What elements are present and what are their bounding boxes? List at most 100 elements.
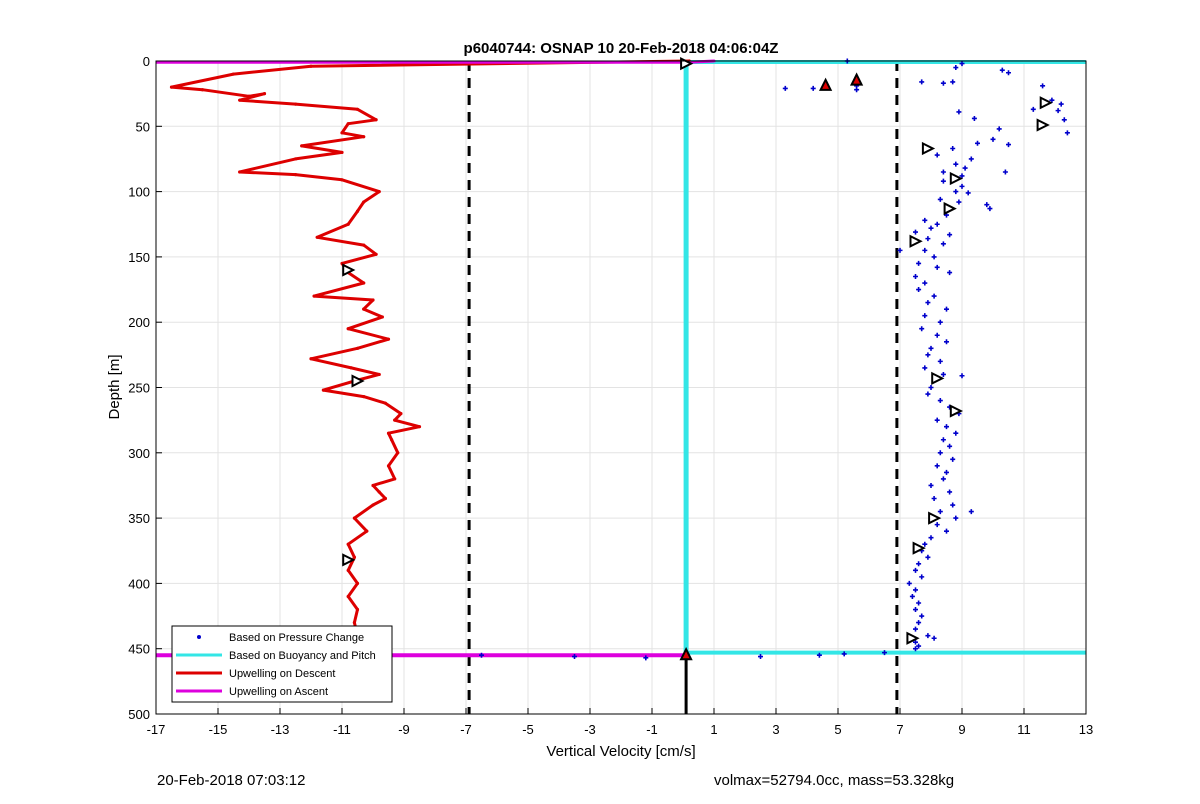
pressure-point bbox=[928, 535, 934, 541]
descent-point bbox=[169, 85, 174, 89]
pressure-point bbox=[479, 652, 484, 658]
y-tick-label: 200 bbox=[128, 315, 150, 330]
x-tick-label: 13 bbox=[1079, 722, 1093, 737]
pressure-point bbox=[1030, 106, 1036, 112]
x-tick-label: -9 bbox=[398, 722, 410, 737]
pressure-point bbox=[934, 463, 940, 469]
pressure-point bbox=[928, 345, 934, 351]
pressure-point bbox=[965, 190, 971, 196]
pressure-point bbox=[990, 136, 996, 142]
descent-point bbox=[386, 337, 391, 341]
pressure-point bbox=[940, 371, 946, 377]
pressure-point bbox=[947, 489, 953, 495]
descent-point bbox=[417, 425, 422, 429]
descent-point bbox=[293, 173, 298, 177]
y-tick-label: 400 bbox=[128, 576, 150, 591]
pressure-point bbox=[984, 202, 990, 208]
pressure-point bbox=[937, 509, 943, 515]
descent-point bbox=[238, 98, 242, 102]
pressure-point bbox=[987, 206, 993, 212]
descent-point bbox=[340, 178, 344, 182]
descent-point bbox=[346, 222, 350, 226]
descent-point bbox=[355, 581, 360, 586]
pressure-point bbox=[928, 385, 934, 390]
legend-box bbox=[171, 625, 393, 703]
descent-point bbox=[390, 438, 394, 442]
descent-point bbox=[346, 594, 350, 599]
pressure-point bbox=[959, 183, 965, 189]
descent-point bbox=[362, 243, 366, 247]
series-line-2 bbox=[170, 59, 690, 650]
pressure-point bbox=[950, 146, 956, 152]
descent-point bbox=[371, 503, 375, 507]
pressure-point bbox=[1061, 117, 1067, 123]
pressure-point bbox=[916, 260, 922, 266]
pressure-point bbox=[758, 654, 763, 660]
descent-point bbox=[383, 401, 387, 405]
pressure-point bbox=[944, 528, 949, 534]
pressure-point bbox=[953, 161, 959, 167]
pressure-point bbox=[925, 633, 931, 639]
pressure-point bbox=[922, 541, 928, 547]
descent-point bbox=[293, 157, 298, 161]
x-tick-label: 11 bbox=[1017, 722, 1031, 737]
pressure-point bbox=[916, 561, 922, 567]
pressure-point bbox=[816, 652, 822, 658]
pressure-point bbox=[1064, 130, 1070, 136]
descent-point bbox=[340, 150, 344, 155]
descent-point bbox=[315, 235, 319, 239]
descent-point bbox=[346, 122, 350, 126]
descent-point bbox=[393, 418, 397, 422]
pressure-point bbox=[913, 639, 918, 645]
pressure-point bbox=[940, 80, 946, 86]
triangle-marker bbox=[1039, 96, 1053, 110]
pressure-point bbox=[922, 217, 928, 223]
pressure-point bbox=[944, 306, 949, 312]
pressure-point bbox=[962, 165, 968, 171]
pressure-point bbox=[922, 313, 928, 319]
triangle-marker bbox=[909, 234, 923, 248]
marker-layer bbox=[342, 56, 1053, 661]
pressure-point bbox=[940, 178, 946, 184]
descent-point bbox=[362, 307, 366, 311]
descent-point bbox=[371, 298, 375, 302]
y-tick-label: 350 bbox=[128, 511, 150, 526]
descent-point bbox=[362, 200, 366, 204]
pressure-point bbox=[925, 391, 931, 397]
red-triangle-marker bbox=[849, 72, 864, 86]
descent-point bbox=[231, 72, 236, 76]
pressure-point bbox=[922, 280, 928, 286]
descent-point bbox=[383, 496, 387, 501]
descent-point bbox=[380, 315, 384, 319]
pressure-point bbox=[919, 613, 925, 619]
pressure-point bbox=[940, 476, 946, 482]
y-tick-label: 100 bbox=[128, 185, 150, 200]
pressure-point bbox=[934, 264, 940, 270]
pressure-point bbox=[953, 515, 959, 521]
pressure-point bbox=[940, 437, 946, 443]
x-tick-label: 1 bbox=[710, 722, 717, 737]
red-triangle-marker bbox=[818, 77, 833, 91]
descent-point bbox=[309, 64, 313, 68]
pressure-point bbox=[956, 199, 962, 205]
pressure-point bbox=[953, 430, 959, 436]
pressure-point bbox=[913, 273, 918, 279]
chart-title: p6040744: OSNAP 10 20-Feb-2018 04:06:04Z bbox=[464, 40, 779, 57]
pressure-point bbox=[643, 655, 649, 661]
triangle-marker bbox=[928, 511, 942, 525]
pressure-point bbox=[996, 126, 1002, 132]
descent-point bbox=[371, 483, 375, 488]
pressure-point bbox=[919, 574, 925, 580]
triangle-marker bbox=[943, 201, 957, 216]
descent-point bbox=[247, 94, 251, 98]
descent-point bbox=[399, 412, 403, 416]
x-tick-label: -13 bbox=[271, 722, 290, 737]
y-tick-label: 0 bbox=[143, 54, 150, 69]
footer-glider-params: volmax=52794.0cc, mass=53.328kg bbox=[714, 772, 955, 789]
pressure-point bbox=[782, 85, 788, 91]
pressure-point bbox=[934, 332, 940, 338]
pressure-point bbox=[925, 300, 931, 306]
pressure-point bbox=[919, 79, 925, 85]
pressure-point bbox=[919, 326, 925, 332]
